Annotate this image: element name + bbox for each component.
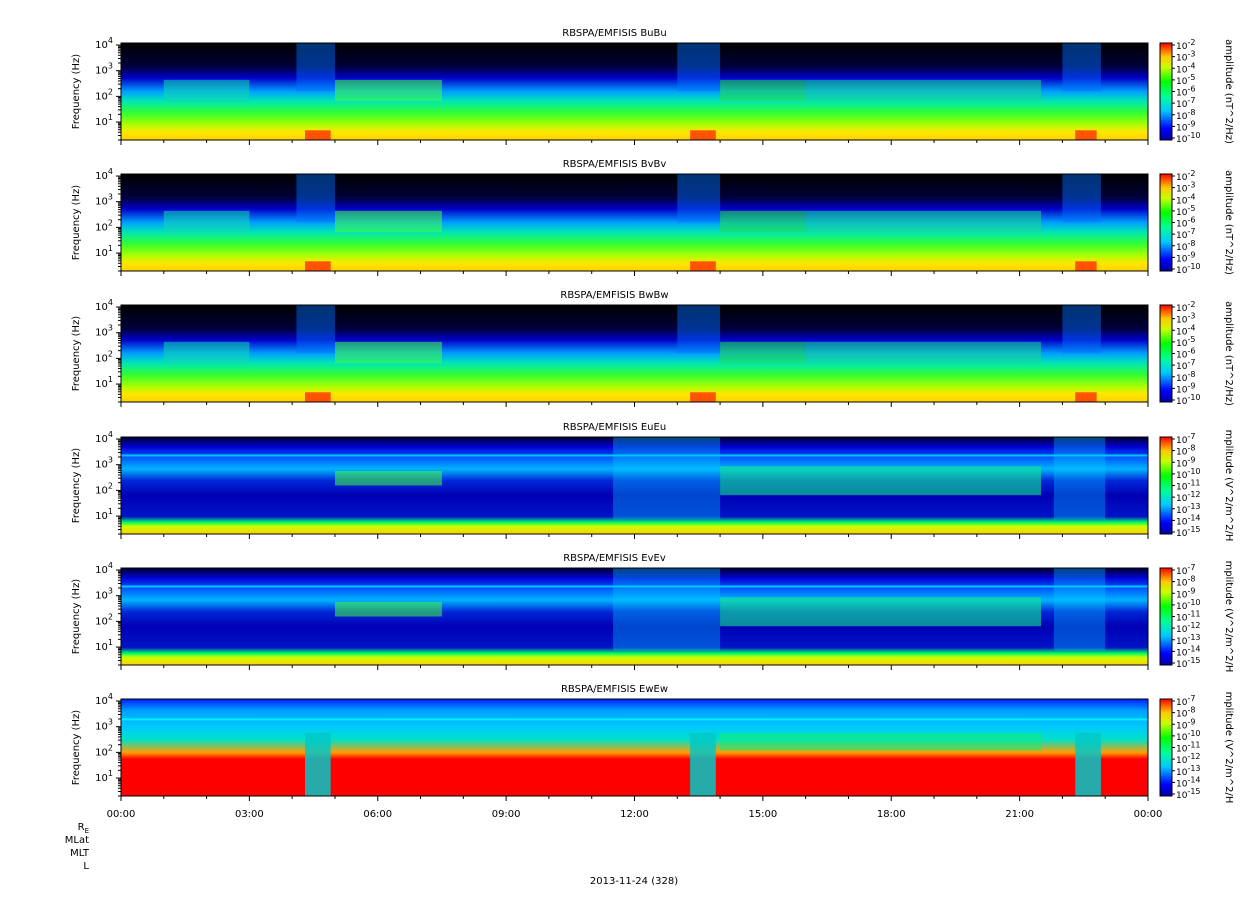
colorbar: 10-210-310-410-510-610-710-810-910-10 amp…: [1159, 169, 1234, 276]
y-axis-label: Frequency (Hz): [71, 448, 82, 524]
panel-title: RBSPA/EMFISIS EwEw: [561, 684, 668, 695]
y-tick-label: 101: [95, 638, 113, 653]
panel-title: RBSPA/EMFISIS BvBv: [563, 159, 667, 170]
x-tick-label: 00:00: [1134, 809, 1163, 820]
spectrogram-image: [121, 437, 1148, 534]
x-tick-label: 21:00: [1005, 809, 1034, 820]
y-tick-label: 104: [95, 692, 113, 707]
spectrogram-panel: RBSPA/EMFISIS BuBu Frequency (Hz) 101 102 10…: [71, 28, 1234, 145]
colorbar: 10-710-810-910-1010-1110-1210-1310-1410-…: [1159, 561, 1234, 673]
ephemeris-label: RE: [78, 822, 89, 835]
colorbar: 10-210-310-410-510-610-710-810-910-10 amp…: [1159, 300, 1234, 407]
spectrogram-image: [121, 43, 1148, 140]
spectrogram-image: [121, 174, 1148, 271]
x-tick-label: 00:00: [107, 809, 136, 820]
y-tick-label: 104: [95, 36, 113, 51]
spectrogram-panel: RBSPA/EMFISIS BvBv Frequency (Hz) 101 102 10…: [71, 159, 1234, 276]
y-tick-label: 101: [95, 769, 113, 784]
y-tick-label: 103: [95, 587, 113, 602]
y-tick-label: 103: [95, 324, 113, 339]
spectrogram-image: [121, 568, 1148, 665]
y-axis-label: Frequency (Hz): [71, 185, 82, 261]
y-tick-label: 103: [95, 456, 113, 471]
spectrogram-panel: RBSPA/EMFISIS EuEu Frequency (Hz) 101 102 10…: [71, 422, 1234, 541]
y-tick-label: 104: [95, 561, 113, 576]
colorbar-label: mplitude (V^2/m^2/H: [1223, 692, 1234, 804]
x-tick-label: 18:00: [877, 809, 906, 820]
spectrogram-panel: RBSPA/EMFISIS EvEv Frequency (Hz) 101 102 10…: [71, 553, 1234, 672]
colorbar: 10-710-810-910-1010-1110-1210-1310-1410-…: [1159, 430, 1234, 542]
y-tick-label: 101: [95, 113, 113, 128]
y-axis-label: Frequency (Hz): [71, 579, 82, 655]
ephemeris-label: MLat: [65, 835, 89, 846]
y-tick-label: 103: [95, 718, 113, 733]
spectrogram-panel: RBSPA/EMFISIS EwEw Frequency (Hz) 101 102 10…: [71, 684, 1234, 803]
panel-title: RBSPA/EMFISIS EuEu: [563, 422, 666, 433]
y-tick-label: 104: [95, 298, 113, 313]
colorbar-label: mplitude (V^2/m^2/H: [1223, 561, 1234, 673]
panel-title: RBSPA/EMFISIS BwBw: [560, 290, 668, 301]
y-tick-label: 101: [95, 507, 113, 522]
x-tick-label: 15:00: [748, 809, 777, 820]
colorbar-label: amplitude (nT^2/Hz): [1223, 39, 1234, 144]
x-tick-label: 06:00: [363, 809, 392, 820]
y-axis-label: Frequency (Hz): [71, 54, 82, 130]
x-tick-label: 03:00: [235, 809, 264, 820]
spectrogram-panel: RBSPA/EMFISIS BwBw Frequency (Hz) 101 102 10…: [71, 290, 1234, 407]
y-tick-label: 103: [95, 62, 113, 77]
ephemeris-label: L: [83, 861, 89, 872]
panel-title: RBSPA/EMFISIS EvEv: [563, 553, 666, 564]
spectrogram-image: [121, 305, 1148, 402]
y-tick-label: 102: [95, 218, 113, 233]
ephemeris-label: MLT: [70, 848, 90, 859]
colorbar: 10-210-310-410-510-610-710-810-910-10 amp…: [1159, 38, 1234, 145]
x-tick-label: 12:00: [620, 809, 649, 820]
y-tick-label: 101: [95, 244, 113, 259]
y-tick-label: 103: [95, 193, 113, 208]
x-tick-label: 09:00: [492, 809, 521, 820]
colorbar-label: mplitude (V^2/m^2/H: [1223, 430, 1234, 542]
x-axis-label: 2013-11-24 (328): [590, 876, 678, 887]
y-tick-label: 102: [95, 87, 113, 102]
y-tick-label: 104: [95, 430, 113, 445]
colorbar-label: amplitude (nT^2/Hz): [1223, 170, 1234, 275]
panel-title: RBSPA/EMFISIS BuBu: [562, 28, 666, 39]
y-tick-label: 102: [95, 743, 113, 758]
y-tick-label: 104: [95, 167, 113, 182]
y-axis-label: Frequency (Hz): [71, 710, 82, 786]
colorbar: 10-710-810-910-1010-1110-1210-1310-1410-…: [1159, 692, 1234, 804]
y-tick-label: 102: [95, 349, 113, 364]
y-tick-label: 102: [95, 612, 113, 627]
y-tick-label: 101: [95, 375, 113, 390]
y-axis-label: Frequency (Hz): [71, 316, 82, 392]
y-tick-label: 102: [95, 481, 113, 496]
colorbar-label: amplitude (nT^2/Hz): [1223, 301, 1234, 406]
spectrogram-image: [121, 699, 1148, 796]
